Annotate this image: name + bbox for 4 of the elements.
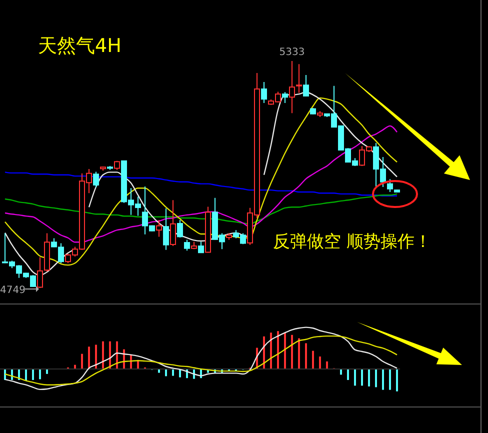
annotation: 4749 <box>0 285 26 296</box>
chart-title: 天然气4H <box>38 35 122 57</box>
text: 5333 <box>279 47 305 58</box>
annotation: 反弹做空 顺势操作！ <box>273 232 432 252</box>
